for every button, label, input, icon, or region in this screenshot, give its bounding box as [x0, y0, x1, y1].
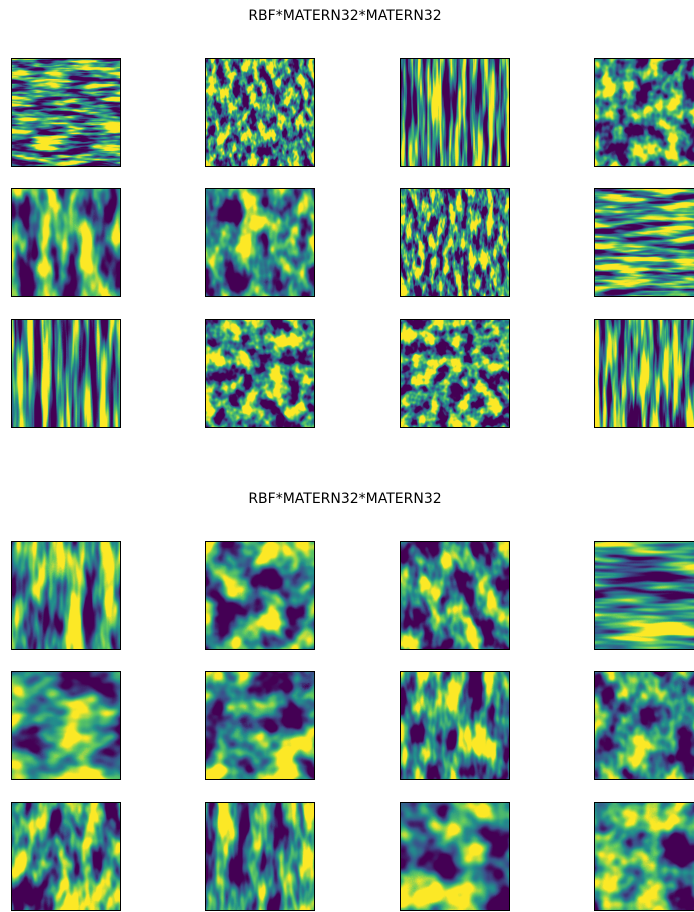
sample-image [400, 58, 510, 167]
panel-title: RBF*MATERN32*MATERN32 [248, 491, 441, 507]
sample-image [205, 802, 315, 911]
sample-image [205, 58, 315, 167]
sample-image [205, 671, 315, 780]
sample-image [594, 541, 694, 650]
sample-image [205, 188, 315, 297]
sample-image [400, 802, 510, 911]
sample-image [11, 802, 121, 911]
figure: RBF*MATERN32*MATERN32 RBF*MATERN32*MATER… [0, 0, 694, 912]
sample-image [594, 319, 694, 428]
sample-image [594, 671, 694, 780]
sample-image [400, 671, 510, 780]
sample-image [400, 541, 510, 650]
sample-image [594, 58, 694, 167]
sample-image [11, 319, 121, 428]
panel-title: RBF*MATERN32*MATERN32 [248, 8, 441, 24]
sample-image [594, 802, 694, 911]
sample-image [400, 319, 510, 428]
sample-image [400, 188, 510, 297]
sample-image [11, 58, 121, 167]
sample-image [11, 671, 121, 780]
sample-image [11, 188, 121, 297]
page: RBF*MATERN32*MATERN32 RBF*MATERN32*MATER… [0, 0, 694, 912]
sample-image [11, 541, 121, 650]
sample-image [205, 541, 315, 650]
sample-image [205, 319, 315, 428]
sample-image [594, 188, 694, 297]
